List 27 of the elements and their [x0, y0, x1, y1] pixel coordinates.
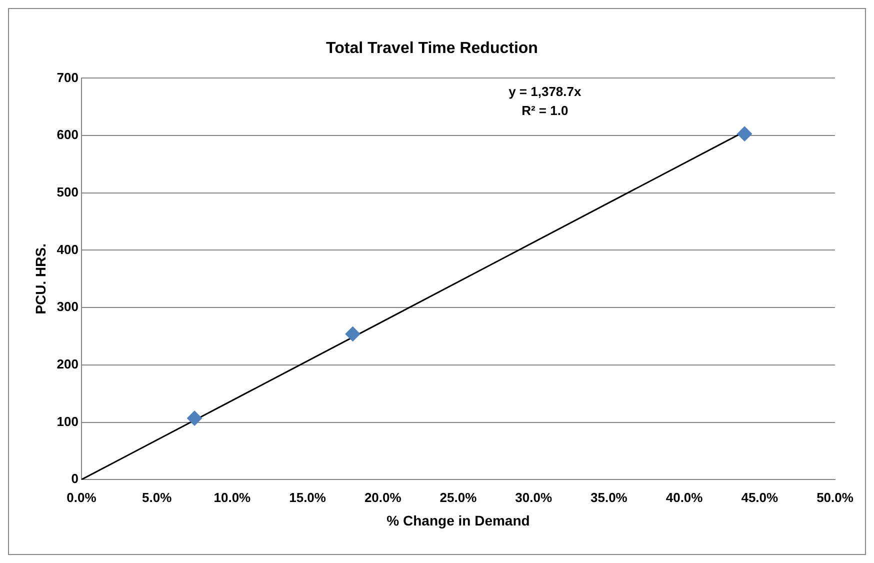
y-tick-label: 700 — [56, 70, 78, 85]
x-tick-label: 45.0% — [741, 490, 779, 505]
chart-title: Total Travel Time Reduction — [326, 40, 538, 58]
x-tick-label: 20.0% — [364, 490, 402, 505]
x-tick-label: 30.0% — [515, 490, 552, 505]
x-tick-label: 10.0% — [214, 490, 252, 505]
x-axis-title: % Change in Demand — [386, 512, 530, 528]
y-tick-label: 500 — [56, 184, 78, 200]
x-tick-label: 35.0% — [590, 490, 628, 505]
y-tick-label: 0 — [71, 471, 78, 486]
point — [345, 326, 360, 342]
x-tick-label: 0.0% — [66, 490, 97, 505]
x-tick-label: 15.0% — [289, 490, 326, 505]
x-tick-label: 50.0% — [816, 490, 854, 505]
x-tick-label: 40.0% — [666, 490, 704, 505]
y-tick-label: 100 — [56, 414, 78, 429]
y-tick-label: 600 — [56, 127, 78, 142]
annotation: y = 1,378.7x — [508, 84, 582, 100]
x-tick-label: 5.0% — [142, 490, 172, 505]
point — [187, 410, 202, 426]
y-axis-title: PCU. HRS. — [32, 244, 48, 314]
y-tick-label: 300 — [56, 299, 78, 314]
x-tick-label: 25.0% — [440, 490, 478, 505]
annotation: R² = 1.0 — [522, 103, 568, 118]
y-tick-label: 400 — [56, 242, 78, 257]
point — [737, 126, 752, 142]
y-tick-label: 200 — [56, 356, 78, 372]
